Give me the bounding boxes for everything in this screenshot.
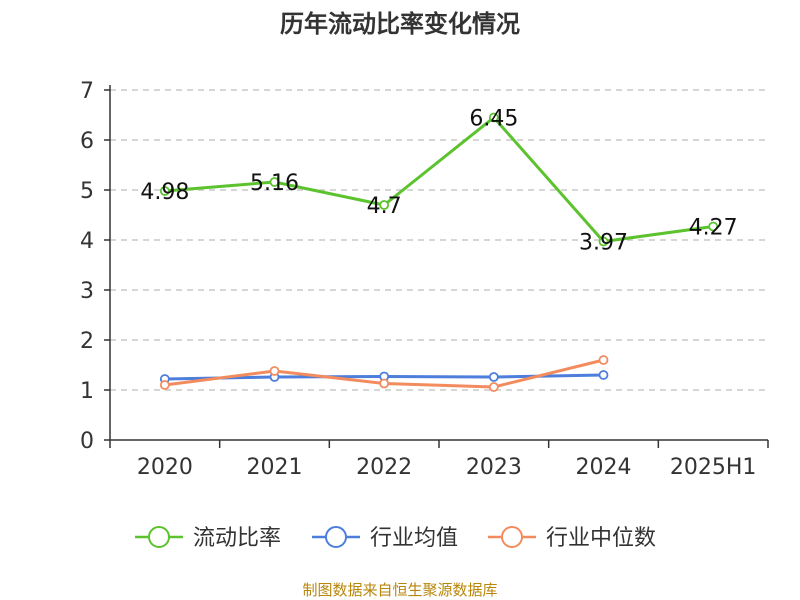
data-point	[159, 380, 170, 390]
chart-title: 历年流动比率变化情况	[280, 10, 520, 38]
data-point	[269, 366, 280, 376]
data-point	[598, 370, 609, 380]
y-tick-label: 4	[80, 229, 94, 254]
data-label: 3.97	[579, 231, 628, 256]
data-point	[379, 378, 390, 389]
legend-item-2[interactable]: 行业中位数	[488, 526, 656, 551]
data-point	[269, 177, 280, 187]
data-label: 5.16	[250, 171, 299, 196]
x-tick-label: 2022	[356, 455, 412, 480]
gridlines	[110, 89, 768, 391]
legend-marker	[148, 526, 170, 548]
x-tick-label: 2020	[137, 455, 193, 480]
legend-label: 流动比率	[193, 526, 281, 551]
series-line-0	[164, 116, 714, 243]
data-labels: 4.98 5.16 4.7 6.45 3.97 4.27	[140, 107, 737, 256]
data-point	[488, 382, 499, 392]
x-tick-label: 2025H1	[670, 455, 757, 480]
data-point	[159, 186, 170, 196]
source-note: 制图数据来自恒生聚源数据库	[302, 581, 497, 599]
data-point	[488, 372, 499, 382]
y-tick-label: 0	[80, 429, 94, 454]
legend-label: 行业中位数	[546, 526, 656, 551]
legend-marker	[501, 526, 523, 548]
x-tick-label: 2023	[466, 455, 522, 480]
legend-marker	[325, 526, 347, 548]
y-tick-label: 1	[80, 379, 94, 404]
data-label: 4.27	[689, 216, 738, 241]
data-label: 4.98	[140, 180, 189, 205]
axes: 0 1 2 3 4 5 6 7 2020 2021 2022 2023 2024 2025H1	[80, 79, 769, 480]
data-point	[379, 200, 390, 210]
data-label: 6.45	[469, 107, 518, 132]
legend-item-1[interactable]: 行业均值	[312, 526, 458, 551]
data-point	[598, 236, 609, 247]
series-lines	[159, 112, 719, 392]
data-label: 4.7	[367, 194, 402, 219]
y-tick-label: 5	[80, 179, 94, 204]
x-tick-label: 2024	[576, 455, 632, 480]
data-point	[488, 112, 499, 123]
legend-item-0[interactable]: 流动比率	[135, 526, 281, 551]
y-tick-label: 6	[80, 129, 94, 154]
legend-label: 行业均值	[370, 526, 458, 551]
y-tick-label: 3	[80, 279, 94, 304]
data-point	[708, 221, 719, 232]
y-tick-label: 7	[80, 79, 94, 104]
y-tick-label: 2	[80, 329, 94, 354]
data-point	[598, 355, 609, 365]
x-tick-label: 2021	[247, 455, 303, 480]
legend[interactable]: 流动比率 行业均值 行业中位数	[135, 526, 656, 551]
